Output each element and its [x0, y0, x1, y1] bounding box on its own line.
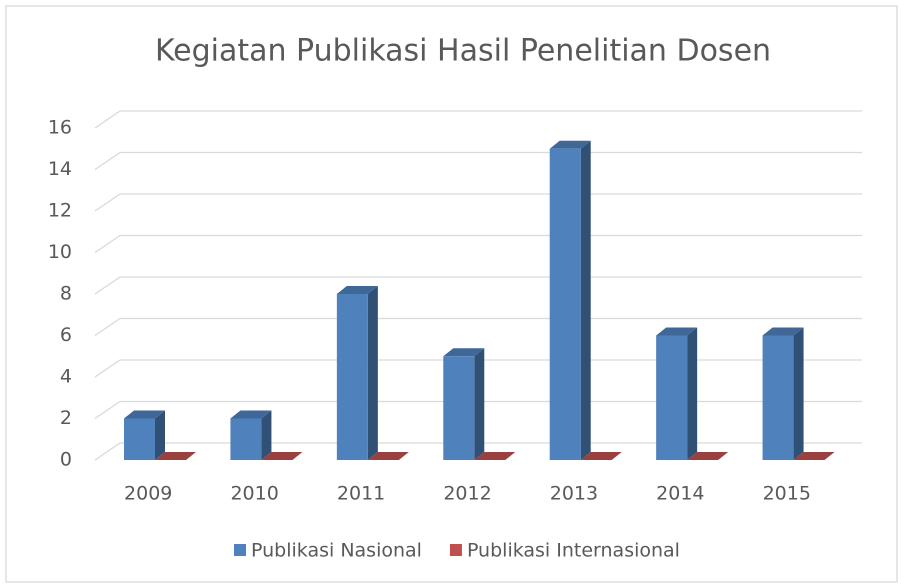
bar-front: [656, 335, 688, 460]
bar-side: [580, 140, 591, 460]
bar-side: [367, 286, 378, 460]
bar-front: [230, 418, 262, 460]
grid-line: [94, 110, 862, 129]
bar: [687, 452, 729, 460]
y-tick-label: 8: [60, 283, 72, 305]
bar: [443, 348, 485, 460]
chart-title: Kegiatan Publikasi Hasil Penelitian Dose…: [155, 34, 771, 69]
y-tick-label: 6: [60, 324, 72, 346]
legend-label: Publikasi Internasional: [467, 540, 680, 562]
legend-swatch: [449, 544, 462, 556]
bar-top: [155, 452, 196, 460]
bar: [762, 327, 804, 460]
bar: [155, 452, 196, 460]
bar-front: [549, 148, 581, 460]
grid-line: [94, 400, 862, 420]
bar-top: [762, 327, 804, 336]
grid-line: [94, 193, 862, 212]
y-tick-label: 0: [60, 449, 72, 471]
grid-line: [94, 359, 862, 378]
grid-line: [94, 234, 862, 254]
grid-line: [94, 276, 862, 295]
bar-front: [762, 335, 794, 460]
y-tick-label: 12: [48, 200, 72, 222]
bar-side: [261, 410, 272, 460]
x-tick-label: 2011: [337, 483, 385, 505]
y-tick-label: 10: [48, 241, 72, 263]
bar-front: [443, 356, 475, 460]
chart-border: [5, 5, 898, 583]
bar-top: [580, 452, 622, 460]
y-tick-label: 4: [60, 366, 72, 388]
bar-top: [687, 452, 729, 460]
bar: [549, 140, 591, 460]
bar: [580, 452, 622, 460]
bar: [474, 452, 516, 460]
bar-side: [474, 348, 485, 460]
bar: [656, 327, 698, 460]
bar-top: [124, 410, 165, 419]
bar-top: [230, 410, 272, 419]
y-tick-label: 16: [48, 117, 72, 139]
bar: [336, 286, 378, 460]
bar-top: [367, 452, 409, 460]
bar-top: [549, 140, 591, 149]
bar: [367, 452, 409, 460]
x-tick-label: 2010: [230, 483, 278, 505]
x-tick-label: 2014: [656, 483, 704, 505]
y-tick-label: 14: [48, 158, 72, 180]
bar-front: [336, 294, 368, 460]
bar: [793, 452, 835, 460]
x-tick-label: 2015: [763, 483, 811, 505]
y-tick-label: 2: [60, 407, 72, 429]
bar-side: [155, 410, 165, 460]
bar-side: [687, 327, 698, 460]
grid-line: [94, 317, 862, 337]
bar-top: [336, 286, 378, 294]
bar-top: [474, 452, 516, 460]
legend-swatch: [234, 544, 246, 556]
bar-top: [443, 348, 485, 357]
bar-side: [793, 327, 804, 460]
legend-label: Publikasi Nasional: [251, 540, 422, 562]
bar: [261, 452, 303, 460]
bar: [124, 410, 165, 460]
bar-top: [793, 452, 835, 460]
bar-top: [261, 452, 303, 460]
bar-top: [656, 327, 698, 336]
grid-line: [94, 442, 862, 461]
bar: [230, 410, 272, 460]
x-tick-label: 2012: [443, 483, 491, 505]
bar-front: [124, 418, 155, 460]
grid-line: [94, 151, 862, 171]
x-tick-label: 2009: [124, 483, 172, 505]
x-tick-label: 2013: [550, 483, 598, 505]
